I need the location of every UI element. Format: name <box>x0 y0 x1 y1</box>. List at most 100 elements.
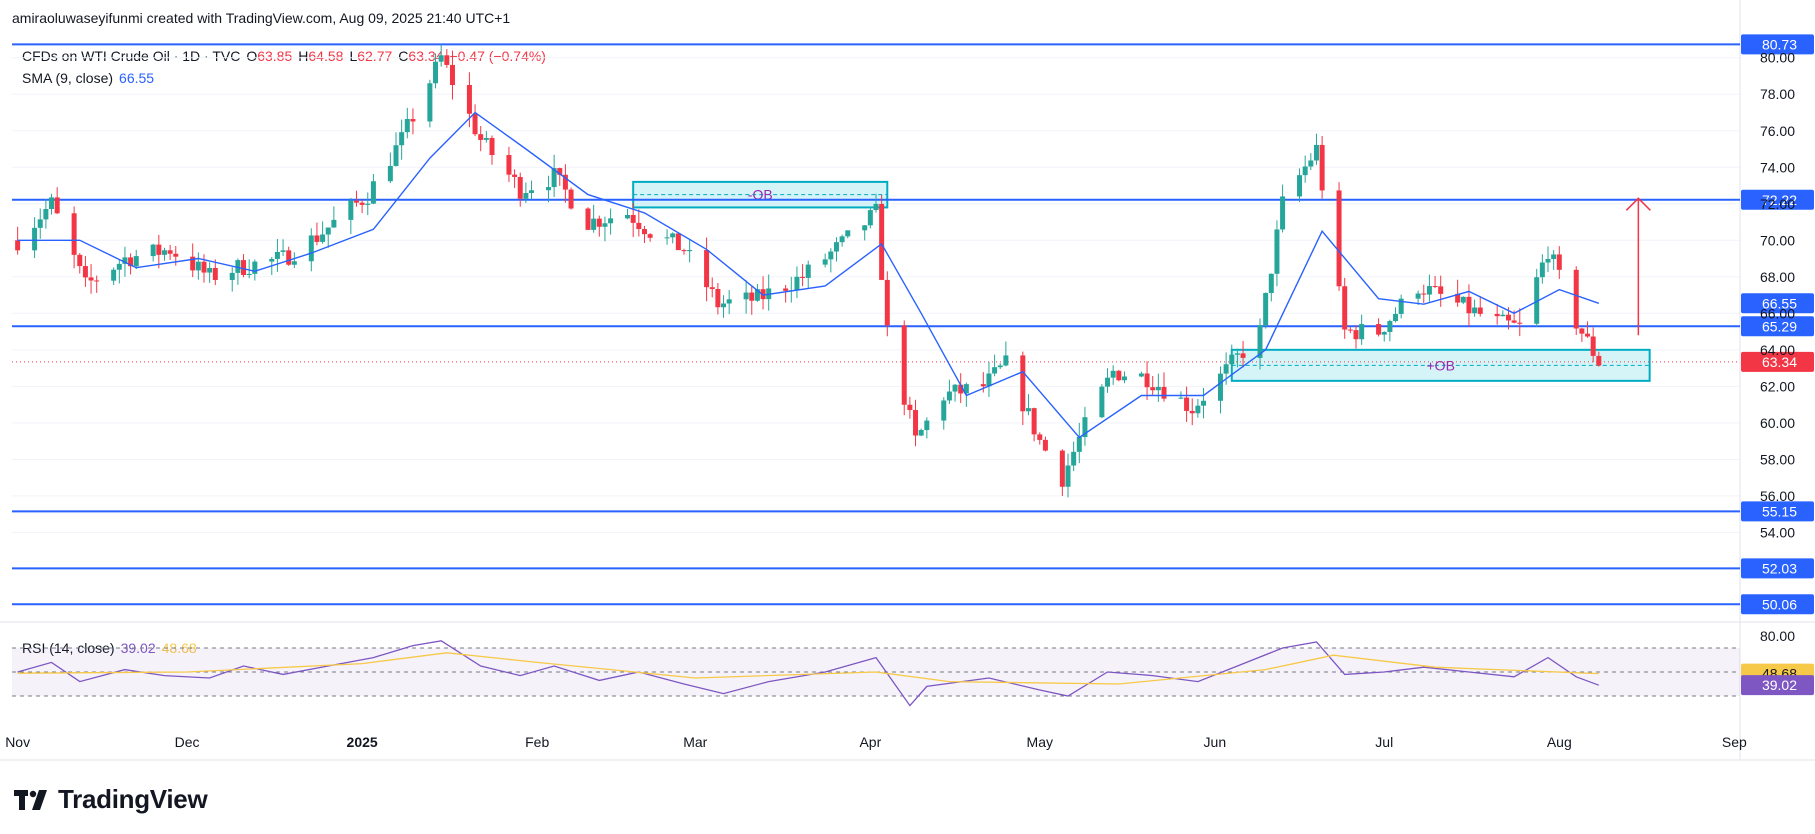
candle-body <box>879 203 885 280</box>
candle-body <box>1308 160 1314 167</box>
candle-body <box>88 277 94 281</box>
x-tick-label: Apr <box>859 734 881 750</box>
candle-body <box>867 210 873 226</box>
ohlc-row: CFDs on WTI Crude Oil · 1D · TVC O 63.85 … <box>22 45 546 67</box>
candle-body <box>963 384 969 394</box>
candle-body <box>1302 166 1308 176</box>
y-tick-label: 66.00 <box>1760 305 1795 321</box>
candle-body <box>1150 387 1156 391</box>
candle-body <box>207 267 213 273</box>
candle-body <box>636 222 642 230</box>
candle-body <box>54 197 60 214</box>
candle-body <box>410 119 416 122</box>
candle-body <box>274 251 280 259</box>
candle-body <box>1189 410 1195 414</box>
candle-body <box>918 430 924 436</box>
level-price-tag <box>1741 501 1814 522</box>
candle-body <box>1121 376 1127 381</box>
candle-body <box>77 254 83 267</box>
level-price-tag <box>1741 558 1814 579</box>
candle-body <box>901 325 907 405</box>
level-price-label: 80.73 <box>1762 36 1797 52</box>
candle-body <box>161 250 167 255</box>
candle-body <box>992 367 998 374</box>
candle-body <box>94 280 100 282</box>
candle-body <box>608 218 614 224</box>
candle-body <box>675 233 681 251</box>
candle-body <box>291 261 297 265</box>
candle-body <box>704 250 710 288</box>
candle-body <box>387 165 393 182</box>
candle-body <box>647 234 653 238</box>
candle-body <box>822 259 828 265</box>
candle-body <box>794 276 800 291</box>
chart-attribution: amiraoluwaseyifunmi created with Trading… <box>12 10 510 26</box>
candle-body <box>133 256 139 267</box>
candle-body <box>173 253 179 257</box>
candle-body <box>715 289 721 308</box>
candle-body <box>15 240 21 251</box>
candle-body <box>111 269 117 281</box>
candle-body <box>1082 417 1088 437</box>
target-arrow <box>1625 197 1651 336</box>
candle-body <box>986 373 992 387</box>
tradingview-logo[interactable]: TradingView <box>14 784 208 815</box>
candle-body <box>1387 321 1393 332</box>
candle-body <box>37 219 43 228</box>
candle-body <box>235 260 241 273</box>
order-block-label: +OB <box>1427 357 1455 373</box>
candle-body <box>1505 314 1511 321</box>
candle-body <box>845 230 851 237</box>
candle-body <box>1421 293 1427 295</box>
candle-body <box>1539 262 1545 278</box>
y-tick-label: 56.00 <box>1760 488 1795 504</box>
order-block <box>1230 348 1651 382</box>
level-price-label: 65.29 <box>1762 318 1797 334</box>
candle-body <box>596 218 602 227</box>
candle-body <box>427 83 433 122</box>
x-tick-label: Jun <box>1204 734 1227 750</box>
candle-body <box>483 137 489 140</box>
candle-body <box>190 256 196 271</box>
price-tag-label: 63.34 <box>1762 354 1797 370</box>
x-tick-label: Nov <box>5 734 30 750</box>
level-price-label: 50.06 <box>1762 596 1797 612</box>
axes[interactable]: 80.00 78.00 76.00 74.00 72.00 70.00 68.00 66.00… <box>5 50 1795 750</box>
candle-body <box>783 288 789 291</box>
rsi-ma-line <box>17 652 1599 685</box>
candle-body <box>562 174 568 190</box>
level-price-tag <box>1741 316 1814 337</box>
candle-body <box>721 303 727 308</box>
candle-body <box>1556 254 1562 270</box>
candle-body <box>1579 328 1585 334</box>
candle-body <box>1223 364 1229 374</box>
horizontal-levels[interactable]: 80.73 72.22 65.29 55.15 52.03 50.06 66.55 63.34 <box>12 34 1814 615</box>
candle-body <box>1342 286 1348 330</box>
candle-body <box>1438 286 1444 294</box>
candle-body <box>1313 144 1319 161</box>
candle-body <box>438 55 444 62</box>
candle-body <box>1590 336 1596 356</box>
candle-body <box>128 257 134 267</box>
high-value: 64.58 <box>308 48 344 64</box>
close-label: C <box>398 48 409 64</box>
candle-body <box>1037 434 1043 440</box>
candle-body <box>1065 465 1071 487</box>
y-tick-label: 78.00 <box>1760 86 1795 102</box>
candle-body <box>116 263 122 270</box>
candle-body <box>399 132 405 146</box>
candle-body <box>946 391 952 401</box>
candle-body <box>71 213 77 255</box>
sma-label[interactable]: SMA (9, close) <box>22 70 114 86</box>
candle-body <box>1398 298 1404 314</box>
candle-body <box>517 176 523 199</box>
sma-polyline <box>17 111 1600 439</box>
candle-body <box>229 272 235 280</box>
candle-body <box>1020 355 1026 412</box>
symbol-title[interactable]: CFDs on WTI Crude Oil · 1D · TVC <box>22 48 241 64</box>
candle-body <box>82 266 88 278</box>
candle-body <box>1319 144 1325 191</box>
candle-body <box>1042 439 1048 451</box>
candle-body <box>506 155 512 175</box>
